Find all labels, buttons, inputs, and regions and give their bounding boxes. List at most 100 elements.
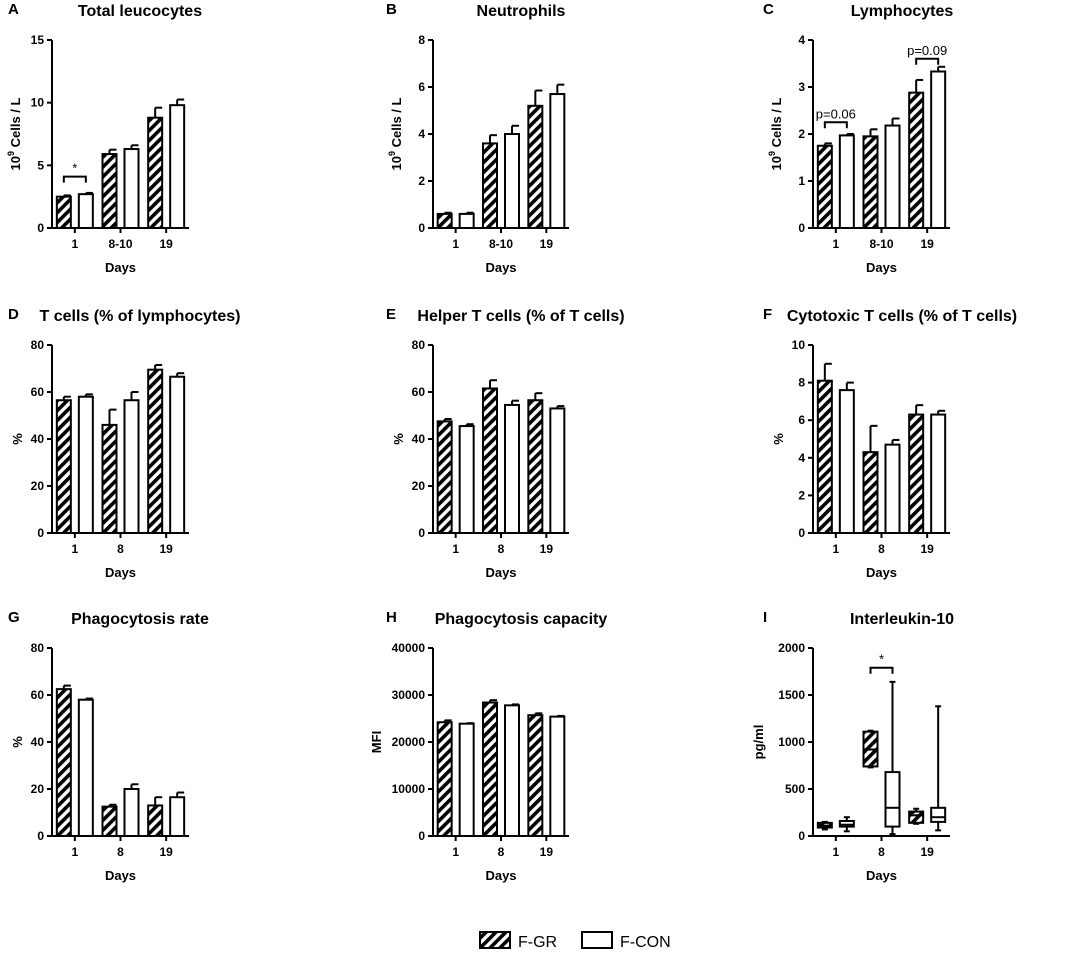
bar-f-gr-19	[527, 714, 544, 838]
bar-f-gr-1	[436, 212, 453, 229]
y-tick-label: 0	[798, 526, 805, 540]
bar-f-con-8	[504, 704, 520, 838]
x-axis-label: Days	[485, 868, 516, 883]
chart-title: Phagocytosis capacity	[435, 611, 608, 628]
y-tick-label: 80	[412, 338, 426, 352]
chart-title: Total leucocytes	[78, 3, 202, 20]
bar-f-gr-1	[816, 379, 833, 534]
bar-f-gr-1	[55, 688, 72, 837]
panel-letter: E	[386, 306, 396, 323]
bar-f-con-1	[458, 212, 475, 229]
x-tick-label: 1	[452, 845, 459, 859]
y-tick-label: 30000	[392, 688, 426, 702]
bar-f-gr-8	[862, 451, 879, 534]
bar-f-gr-1	[436, 420, 453, 534]
x-axis-label: Days	[866, 260, 897, 275]
x-tick-label: 8-10	[108, 237, 132, 251]
x-tick-label: 19	[159, 542, 173, 556]
y-tick-label: 10000	[392, 782, 426, 796]
significance-bracket	[62, 175, 87, 183]
y-tick-label: 10	[31, 96, 45, 110]
chart-title: Neutrophils	[477, 3, 566, 20]
bar-f-con-1	[77, 193, 94, 230]
y-axis-label: 109 Cells / L	[767, 97, 784, 170]
x-tick-label: 8	[498, 542, 505, 556]
bar-f-con-8	[123, 399, 140, 534]
y-tick-label: 2	[418, 174, 425, 188]
x-tick-label: 1	[832, 845, 839, 859]
y-tick-label: 3	[798, 80, 805, 94]
legend-label-f-gr: F-GR	[518, 934, 557, 951]
x-tick-label: 1	[71, 542, 78, 556]
bar-f-gr-19	[527, 104, 544, 229]
y-axis-label: 109 Cells / L	[6, 97, 23, 170]
bar-f-con-1	[458, 722, 475, 837]
chart-title: Cytotoxic T cells (% of T cells)	[787, 308, 1017, 325]
y-tick-label: 15	[31, 33, 45, 47]
chart-title: Interleukin-10	[850, 611, 954, 628]
y-tick-label: 1	[798, 174, 805, 188]
x-axis-label: Days	[105, 868, 136, 883]
significance-bracket	[869, 666, 894, 674]
bar-f-gr-8	[482, 701, 498, 838]
bar-f-con-1	[77, 698, 94, 838]
chart-title: Helper T cells (% of T cells)	[417, 308, 624, 325]
x-tick-label: 1	[452, 542, 459, 556]
y-tick-label: 10	[792, 338, 806, 352]
y-tick-label: 0	[798, 829, 805, 843]
x-tick-label: 8	[117, 542, 124, 556]
y-tick-label: 1500	[778, 688, 805, 702]
x-axis-label: Days	[485, 565, 516, 580]
legend-label-f-con: F-CON	[620, 934, 671, 951]
y-tick-label: 6	[418, 80, 425, 94]
chart-panel-i: I Interleukin-10 0 500 1000 1500 2000 1 8 19 Days p…	[751, 609, 954, 883]
chart-panel-h: H Phagocytosis capacity 0 10000 20000 30000 40…	[369, 609, 607, 883]
y-axis-label: %	[10, 736, 25, 748]
y-tick-label: 1000	[778, 735, 805, 749]
x-tick-label: 8	[878, 542, 885, 556]
bar-f-gr-19	[147, 116, 164, 229]
x-tick-label: 8	[498, 845, 505, 859]
x-tick-label: 19	[540, 542, 554, 556]
chart-panel-g: G Phagocytosis rate 0 20 40 60 80 1 8 19 Days%	[8, 609, 209, 883]
x-tick-label: 1	[71, 237, 78, 251]
chart-panel-d: D T cells (% of lymphocytes) 0 20 40 60 80 1 8 19…	[8, 306, 240, 580]
y-tick-label: 80	[31, 338, 45, 352]
y-axis-label: MFI	[369, 731, 384, 753]
y-tick-label: 0	[798, 221, 805, 235]
legend-swatch-f-gr	[479, 931, 511, 949]
significance-label: *	[879, 652, 884, 667]
bar-f-gr-19	[147, 804, 164, 838]
y-tick-label: 2	[798, 127, 805, 141]
bar-f-con-8-10	[123, 148, 140, 229]
significance-label: p=0.06	[816, 106, 856, 121]
bar-f-con-19	[169, 375, 186, 534]
y-tick-label: 60	[31, 385, 45, 399]
bar-f-gr-8-10	[482, 142, 498, 229]
y-tick-label: 2	[798, 488, 805, 502]
bar-f-gr-1	[436, 721, 453, 838]
x-tick-label: 19	[920, 237, 934, 251]
chart-panel-e: E Helper T cells (% of T cells) 0 20 40 60 80 1…	[386, 306, 625, 580]
bar-f-gr-1	[816, 144, 833, 229]
y-axis-label: pg/ml	[751, 725, 766, 760]
chart-title: Phagocytosis rate	[71, 611, 209, 628]
significance-label: p=0.09	[907, 43, 947, 58]
bar-f-con-19	[930, 413, 947, 534]
x-tick-label: 19	[920, 542, 934, 556]
bar-f-con-8	[504, 403, 520, 534]
x-axis-label: Days	[866, 868, 897, 883]
y-tick-label: 0	[418, 526, 425, 540]
y-axis-label: %	[771, 433, 786, 445]
bar-f-gr-8-10	[101, 153, 118, 229]
x-axis-label: Days	[485, 260, 516, 275]
y-tick-label: 60	[31, 688, 45, 702]
y-tick-label: 60	[412, 385, 426, 399]
x-tick-label: 19	[540, 845, 554, 859]
chart-panel-a: A Total leucocytes 0 5 10 15 1 8-10 19 Days 109 Ce…	[6, 1, 202, 275]
y-tick-label: 0	[418, 221, 425, 235]
bar-f-con-8	[123, 788, 140, 837]
y-tick-label: 4	[798, 451, 805, 465]
y-tick-label: 0	[37, 221, 44, 235]
x-tick-label: 8	[117, 845, 124, 859]
